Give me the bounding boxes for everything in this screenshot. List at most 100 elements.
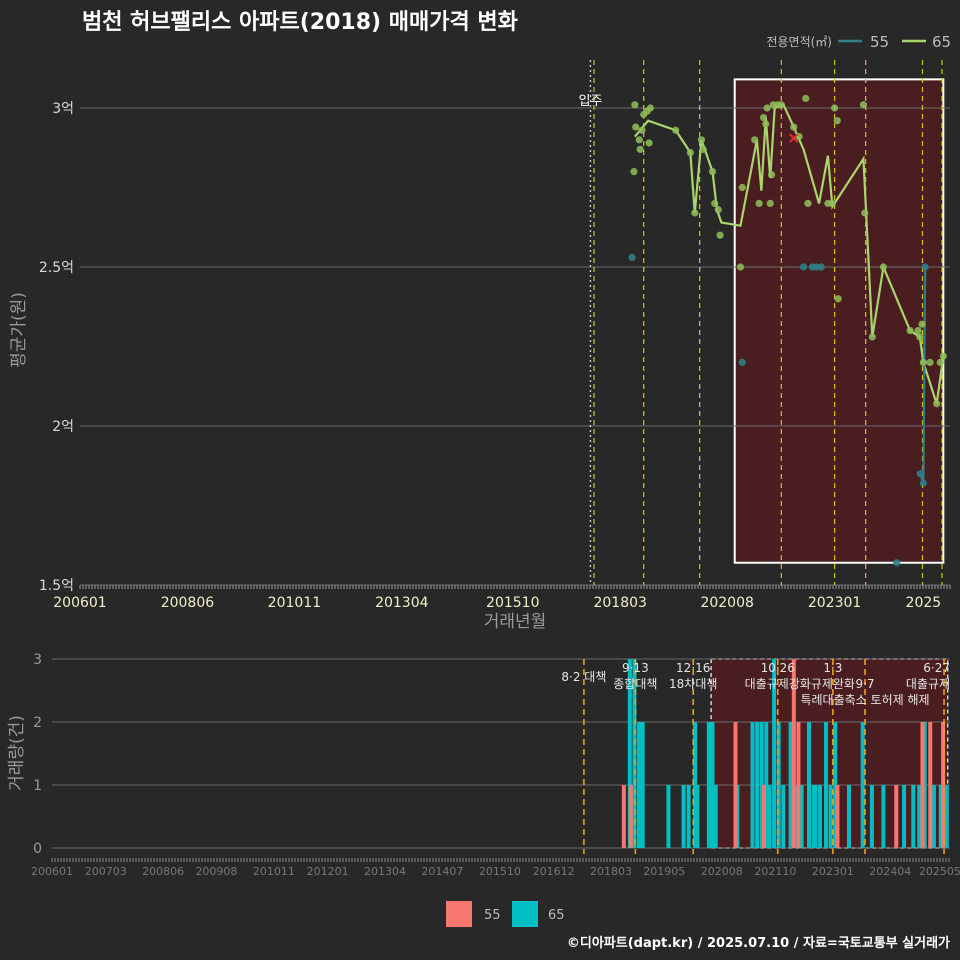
series-65-point — [636, 145, 644, 153]
series-65-point — [767, 171, 776, 179]
legend-bottom-65-label: 65 — [548, 908, 565, 923]
series-65-point — [635, 136, 643, 144]
policy-label: 1·3 — [823, 661, 842, 675]
volume-bar-65 — [846, 785, 851, 848]
volume-bar-65 — [713, 785, 718, 848]
volume-x-tick-label: 202404 — [869, 865, 911, 878]
highlight-region — [733, 78, 945, 564]
policy-label: 규제완화 — [811, 677, 855, 691]
volume-bar-65 — [666, 785, 671, 848]
series-65-point — [711, 199, 719, 207]
series-65-point — [830, 104, 839, 112]
series-65-point — [868, 333, 876, 341]
policy-label: 대출규제강화 — [745, 677, 811, 691]
policy-label: 6·27 — [923, 661, 950, 675]
volume-x-tick-label: 202505 — [919, 865, 960, 878]
volume-x-tick-label: 201612 — [533, 865, 575, 878]
series-65-point — [755, 199, 763, 207]
volume-bar-65 — [813, 785, 818, 848]
x-tick-label: 200806 — [161, 595, 215, 611]
legend-65-label: 65 — [932, 33, 951, 51]
volume-bar-55 — [791, 659, 796, 848]
volume-y-tick-label: 1 — [33, 778, 42, 794]
series-65-point — [861, 209, 869, 217]
legend-bottom-55-swatch — [446, 901, 472, 927]
series-65-point — [914, 327, 922, 335]
x-tick-label: 201510 — [486, 595, 539, 611]
policy-label: 9·7 — [855, 677, 874, 691]
volume-y-tick-label: 2 — [33, 715, 42, 731]
volume-bar-65 — [917, 785, 922, 848]
y-tick-label: 2.5억 — [39, 260, 74, 276]
series-65-point — [716, 231, 724, 239]
series-65-point — [632, 123, 640, 131]
volume-x-tick-label: 200601 — [31, 865, 73, 878]
policy-label: 12·16 — [676, 661, 710, 675]
policy-label: 8·2 대책 — [561, 669, 606, 684]
series-65-point — [691, 209, 699, 217]
policy-label: 18차대책 — [669, 676, 717, 691]
volume-bar-65 — [632, 659, 637, 848]
volume-bar-65 — [944, 785, 949, 848]
policy-label: 9·13 — [622, 661, 649, 675]
volume-x-tick-label: 202110 — [754, 865, 796, 878]
series-65-point — [939, 352, 947, 360]
series-65-point — [630, 168, 638, 176]
x-tick-label: 202008 — [700, 595, 753, 611]
series-65-point — [762, 120, 770, 128]
x-tick-label: 200601 — [53, 595, 106, 611]
x-tick-label: 2025 — [906, 595, 942, 611]
x-tick-label: 201803 — [593, 595, 646, 611]
volume-bar-65 — [640, 722, 645, 848]
series-65-point — [918, 320, 926, 328]
volume-bar-65 — [799, 785, 804, 848]
volume-x-tick-label: 201803 — [590, 865, 632, 878]
volume-x-tick-label: 202301 — [812, 865, 854, 878]
volume-x-tick-label: 200703 — [85, 865, 127, 878]
volume-bar-65 — [806, 722, 811, 848]
y-tick-label: 3억 — [52, 101, 74, 117]
series-65-point — [708, 168, 717, 176]
series-65-point — [646, 104, 654, 112]
volume-bar-65 — [750, 722, 755, 848]
series-65-point — [759, 113, 768, 122]
series-65-point — [751, 136, 759, 144]
series-65-point — [699, 145, 707, 153]
volume-bar-65 — [772, 659, 777, 848]
volume-bar-65 — [902, 785, 907, 848]
y-tick-label: 2억 — [52, 419, 74, 435]
chart-title: 범천 허브팰리스 아파트(2018) 매매가격 변화 — [82, 10, 518, 35]
volume-bar-55 — [733, 722, 738, 848]
series-65-point — [714, 206, 722, 214]
volume-bar-65 — [776, 722, 781, 848]
volume-bar-55 — [621, 785, 626, 848]
footer-credit: ©디아파트(dapt.kr) / 2025.07.10 / 자료=국토교통부 실… — [566, 936, 950, 951]
volume-bar-65 — [695, 785, 700, 848]
policy-label: 특례대출축소 토허제 해제 — [800, 693, 929, 707]
volume-bar-65 — [706, 722, 711, 848]
legend-bottom-55-label: 55 — [484, 908, 501, 923]
legend-title: 전용면적(㎡) — [766, 35, 832, 49]
x-tick-label: 201304 — [375, 595, 429, 611]
x-tick-label: 202301 — [808, 595, 861, 611]
volume-bar-55 — [796, 722, 801, 848]
volume-bar-65 — [710, 722, 715, 848]
volume-bar-65 — [767, 785, 772, 848]
volume-bar-55 — [920, 722, 925, 848]
series-65-point — [638, 126, 646, 134]
series-65-point — [916, 333, 924, 341]
series-65-point — [697, 136, 706, 144]
series-65-point — [936, 358, 944, 366]
series-65-point — [906, 327, 914, 335]
series-55-point — [817, 263, 825, 271]
volume-bar-55 — [835, 785, 840, 848]
series-55-point — [799, 263, 808, 271]
volume-y-axis-title: 거래량(건) — [7, 715, 27, 791]
volume-bar-65 — [911, 785, 916, 848]
volume-x-tick-label: 202008 — [701, 865, 743, 878]
volume-bar-65 — [764, 722, 769, 848]
volume-bar-65 — [686, 785, 691, 848]
series-65-point — [802, 94, 810, 103]
series-55-point — [916, 470, 924, 478]
